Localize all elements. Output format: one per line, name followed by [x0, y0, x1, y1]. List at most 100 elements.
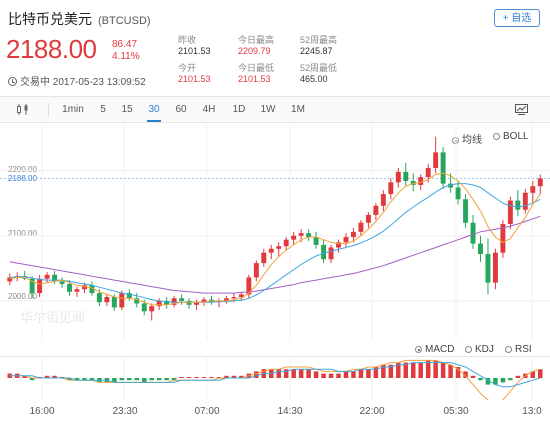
candle-body	[179, 298, 185, 301]
tab-60[interactable]: 60	[175, 104, 187, 115]
tab-1d[interactable]: 1D	[232, 104, 246, 115]
macd-histogram-bar	[231, 375, 237, 378]
candle-body	[373, 205, 379, 215]
radio-unselected-icon	[493, 133, 500, 140]
candle-body	[246, 277, 252, 295]
candle-body	[186, 300, 192, 305]
radio-unselected-icon	[465, 346, 472, 353]
add-to-watchlist-button[interactable]: + 自选	[494, 9, 540, 27]
candle-body	[253, 263, 259, 278]
indicator-rsi-option[interactable]: RSI	[505, 344, 532, 355]
indicator-macd-label: MACD	[425, 344, 455, 355]
price-change-percent: 4.11%	[112, 51, 140, 62]
candle-body	[492, 252, 498, 283]
macd-histogram-bar	[515, 375, 521, 378]
indicator-kdj-option[interactable]: KDJ	[465, 344, 494, 355]
macd-histogram-bar	[171, 378, 177, 381]
tab-1w[interactable]: 1W	[260, 104, 276, 115]
candle-body	[89, 285, 95, 294]
candle-body	[380, 194, 386, 206]
tab-1min[interactable]: 1min	[62, 104, 84, 115]
stat-52w-low: 52周最低 465.00	[300, 63, 337, 85]
macd-histogram-bar	[239, 375, 244, 378]
macd-histogram-bar	[530, 371, 536, 378]
candle-body	[470, 222, 476, 244]
candle-body	[29, 278, 35, 294]
candle-body	[433, 152, 439, 168]
radio-selected-icon	[415, 346, 422, 353]
macd-histogram-bar	[463, 371, 468, 378]
x-tick-label: 13:0	[522, 406, 542, 417]
screenshot-icon[interactable]	[514, 103, 529, 116]
macd-histogram-bar	[440, 362, 446, 378]
macd-histogram-bar	[74, 378, 80, 381]
macd-histogram-bar	[538, 369, 543, 378]
candle-body	[500, 224, 506, 253]
tab-15[interactable]: 15	[121, 104, 133, 115]
macd-histogram-bar	[254, 371, 259, 378]
stat-value: 2101.53	[238, 74, 271, 84]
macd-histogram-bar	[119, 378, 125, 381]
macd-histogram-bar	[112, 378, 117, 383]
candle-body	[81, 285, 87, 290]
candle-body	[261, 252, 267, 264]
current-price-axis-label: 2188.00	[8, 174, 37, 183]
x-tick-label: 14:30	[277, 406, 303, 417]
macd-histogram-bar	[366, 369, 371, 378]
candle-body	[52, 274, 58, 282]
y-tick-label: 2000.00	[8, 292, 37, 301]
indicator-macd-option[interactable]: MACD	[415, 344, 454, 355]
candle-body	[418, 177, 424, 185]
candle-body	[119, 293, 125, 308]
macd-histogram-bar	[493, 378, 498, 385]
stat-label: 52周最高	[300, 35, 338, 45]
candle-body	[395, 171, 401, 183]
instrument-symbol: (BTCUSD)	[98, 15, 151, 27]
candle-body	[37, 278, 43, 294]
candlestick-chart[interactable]	[0, 125, 550, 340]
candle-body	[298, 233, 304, 236]
candle-body	[507, 200, 513, 225]
candle-body	[336, 242, 341, 248]
macd-histogram-bar	[351, 371, 356, 378]
tab-5[interactable]: 5	[100, 104, 106, 115]
candle-body	[283, 239, 289, 247]
trading-status-text: 交易中 2017-05-23 13:09:52	[20, 77, 146, 88]
candle-body	[485, 254, 491, 283]
stat-label: 52周最低	[300, 63, 338, 73]
macd-histogram-bar	[44, 375, 50, 378]
overlay-boll-option[interactable]: BOLL	[493, 131, 529, 142]
macd-histogram-bar	[470, 375, 476, 378]
macd-chart[interactable]	[0, 356, 550, 400]
tab-4h[interactable]: 4H	[202, 104, 216, 115]
macd-histogram-bar	[141, 378, 147, 383]
candle-body	[231, 297, 237, 299]
stat-open: 今开 2101.53	[178, 63, 211, 85]
candlestick-type-icon[interactable]	[16, 103, 30, 116]
stat-value: 2101.53	[178, 46, 211, 56]
candle-body	[463, 199, 469, 223]
macd-histogram-bar	[328, 373, 334, 378]
macd-histogram-bar	[403, 362, 409, 378]
ma-fast-line	[9, 172, 541, 306]
toolbar-divider	[48, 103, 49, 116]
macd-histogram-bar	[388, 364, 394, 378]
candle-body	[410, 181, 416, 185]
tab-30[interactable]: 30	[145, 97, 163, 122]
indicator-rsi-label: RSI	[515, 344, 532, 355]
macd-histogram-bar	[179, 377, 184, 378]
stat-label: 昨收	[178, 35, 197, 45]
stat-label: 今日最低	[238, 63, 275, 73]
candle-body	[7, 277, 13, 282]
macd-histogram-bar	[149, 378, 154, 381]
macd-histogram-bar	[410, 362, 416, 378]
macd-histogram-bar	[306, 369, 311, 378]
candle-body	[171, 298, 177, 305]
stat-label: 今开	[178, 63, 197, 73]
candle-body	[223, 298, 229, 301]
macd-histogram-bar	[22, 375, 27, 378]
x-tick-label: 07:00	[194, 406, 220, 417]
tab-1m[interactable]: 1M	[291, 104, 305, 115]
x-tick-label: 16:00	[29, 406, 55, 417]
candle-body	[59, 281, 65, 284]
